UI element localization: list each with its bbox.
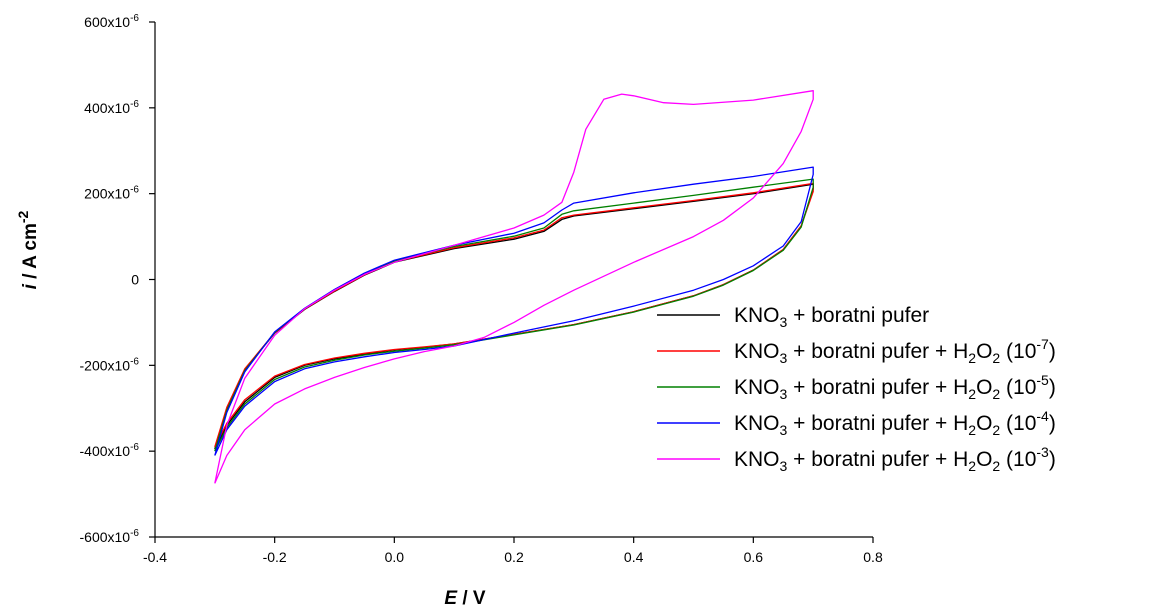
y-tick-label: 600x10-6 bbox=[84, 13, 139, 30]
legend-item-2: KNO3 + boratni pufer + H2O2 (10-7) bbox=[657, 336, 1056, 366]
x-tick-label: 0.2 bbox=[504, 549, 524, 565]
legend: KNO3 + boratni pufer KNO3 + boratni pufer… bbox=[657, 304, 1056, 474]
legend-item-1: KNO3 + boratni pufer bbox=[657, 304, 929, 330]
y-axis-title: i / A cm-2 bbox=[15, 210, 41, 289]
legend-label: KNO3 + boratni pufer + H2O2 (10-7) bbox=[734, 336, 1056, 366]
plot-area: -0.4 -0.2 0.0 0.2 0.4 0.6 0.8 600x10-6 400x10-6… bbox=[80, 13, 883, 565]
y-tick-label: 0 bbox=[131, 272, 139, 288]
x-ticks: -0.4 -0.2 0.0 0.2 0.4 0.6 0.8 bbox=[143, 537, 883, 565]
legend-item-5: KNO3 + boratni pufer + H2O2 (10-3) bbox=[657, 444, 1056, 474]
legend-label: KNO3 + boratni pufer + H2O2 (10-5) bbox=[734, 372, 1056, 402]
legend-label: KNO3 + boratni pufer + H2O2 (10-4) bbox=[734, 408, 1056, 438]
x-tick-label: -0.2 bbox=[263, 549, 287, 565]
series-line-2 bbox=[214, 182, 814, 448]
x-tick-label: 0.8 bbox=[863, 549, 883, 565]
legend-label: KNO3 + boratni pufer + H2O2 (10-3) bbox=[734, 444, 1056, 474]
series-line-5 bbox=[214, 90, 814, 484]
y-tick-label: -200x10-6 bbox=[80, 356, 140, 373]
series-layer bbox=[214, 90, 814, 484]
legend-item-3: KNO3 + boratni pufer + H2O2 (10-5) bbox=[657, 372, 1056, 402]
y-tick-label: 200x10-6 bbox=[84, 185, 139, 202]
x-tick-label: 0.0 bbox=[385, 549, 405, 565]
x-tick-label: 0.6 bbox=[744, 549, 764, 565]
y-tick-label: -400x10-6 bbox=[80, 442, 140, 459]
legend-label: KNO3 + boratni pufer bbox=[734, 304, 929, 330]
legend-item-4: KNO3 + boratni pufer + H2O2 (10-4) bbox=[657, 408, 1056, 438]
x-axis-title: E / V bbox=[444, 588, 486, 609]
x-tick-label: 0.4 bbox=[624, 549, 644, 565]
y-ticks: 600x10-6 400x10-6 200x10-6 0 -200x10-6 -400x1… bbox=[80, 13, 155, 545]
y-tick-label: 400x10-6 bbox=[84, 99, 139, 116]
y-tick-label: -600x10-6 bbox=[80, 528, 140, 545]
x-tick-label: -0.4 bbox=[143, 549, 167, 565]
series-line-1 bbox=[214, 183, 814, 450]
series-line-4 bbox=[214, 166, 814, 456]
